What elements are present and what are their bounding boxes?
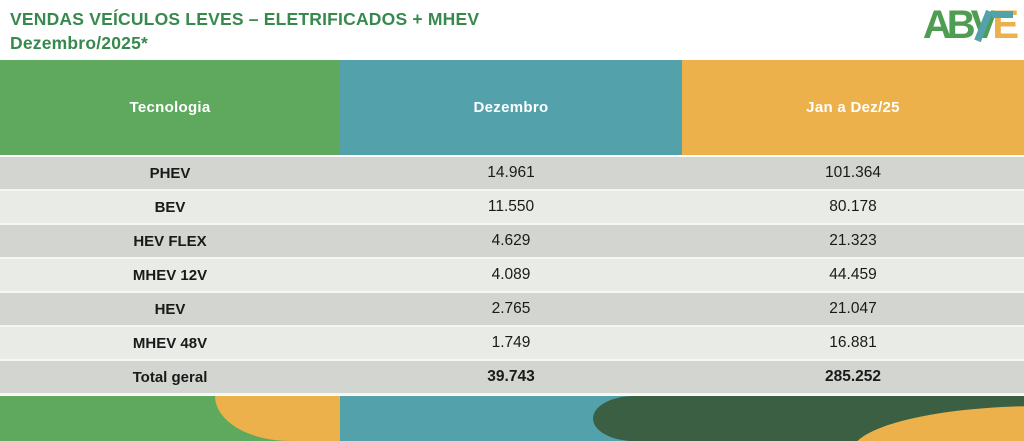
table-row-bev: BEV 11.550 80.178 bbox=[0, 191, 1024, 225]
table-row-hev-flex: HEV FLEX 4.629 21.323 bbox=[0, 225, 1024, 259]
decorative-strip bbox=[0, 396, 1024, 441]
logo-letter-e: E bbox=[992, 3, 1019, 47]
row-value-dezembro: 14.961 bbox=[487, 164, 535, 181]
logo-letter-a: A bbox=[922, 3, 952, 47]
row-value-dezembro: 4.629 bbox=[491, 232, 531, 249]
row-value-jan-a-dez: 101.364 bbox=[824, 164, 882, 181]
row-value-jan-a-dez: 80.178 bbox=[829, 198, 877, 215]
row-label: Total geral bbox=[132, 368, 208, 386]
row-value-dezembro: 39.743 bbox=[487, 368, 535, 385]
table-row-hev: HEV 2.765 21.047 bbox=[0, 293, 1024, 327]
table-row-total: Total geral 39.743 285.252 bbox=[0, 361, 1024, 395]
row-value-jan-a-dez: 21.047 bbox=[829, 300, 877, 317]
row-value-dezembro: 2.765 bbox=[491, 300, 531, 317]
row-value-dezembro: 1.749 bbox=[491, 334, 531, 351]
column-header-dezembro: Dezembro bbox=[340, 60, 682, 155]
table-row-mhev-12v: MHEV 12V 4.089 44.459 bbox=[0, 259, 1024, 293]
slide-title: VENDAS VEÍCULOS LEVES – ELETRIFICADOS + … bbox=[10, 9, 480, 29]
table-header: Tecnologia Dezembro Jan a Dez/25 bbox=[0, 60, 1024, 155]
column-header-jan-a-dez: Jan a Dez/25 bbox=[682, 60, 1024, 155]
logo-ebar-icon bbox=[992, 11, 1013, 18]
row-value-jan-a-dez: 16.881 bbox=[829, 334, 877, 351]
row-label: HEV FLEX bbox=[133, 232, 207, 250]
row-label: HEV bbox=[154, 300, 186, 318]
row-value-jan-a-dez: 285.252 bbox=[824, 368, 882, 385]
row-label: PHEV bbox=[149, 164, 191, 182]
row-label: BEV bbox=[154, 198, 186, 216]
title-block: VENDAS VEÍCULOS LEVES – ELETRIFICADOS + … bbox=[10, 7, 479, 55]
row-value-dezembro: 4.089 bbox=[491, 266, 531, 283]
table-body: PHEV 14.961 101.364 BEV 11.550 80.178 HE… bbox=[0, 157, 1024, 395]
row-label: MHEV 48V bbox=[132, 334, 208, 352]
table-row-mhev-48v: MHEV 48V 1.749 16.881 bbox=[0, 327, 1024, 361]
row-value-jan-a-dez: 21.323 bbox=[829, 232, 877, 249]
table-row-phev: PHEV 14.961 101.364 bbox=[0, 157, 1024, 191]
slide-subtitle: Dezembro/2025* bbox=[10, 33, 149, 53]
row-value-jan-a-dez: 44.459 bbox=[829, 266, 877, 283]
row-value-dezembro: 11.550 bbox=[487, 198, 535, 215]
logo-letter-b: B bbox=[946, 3, 976, 47]
abve-logo: ABVE bbox=[894, 2, 1019, 50]
column-header-tecnologia: Tecnologia bbox=[0, 60, 340, 155]
row-label: MHEV 12V bbox=[132, 266, 208, 284]
